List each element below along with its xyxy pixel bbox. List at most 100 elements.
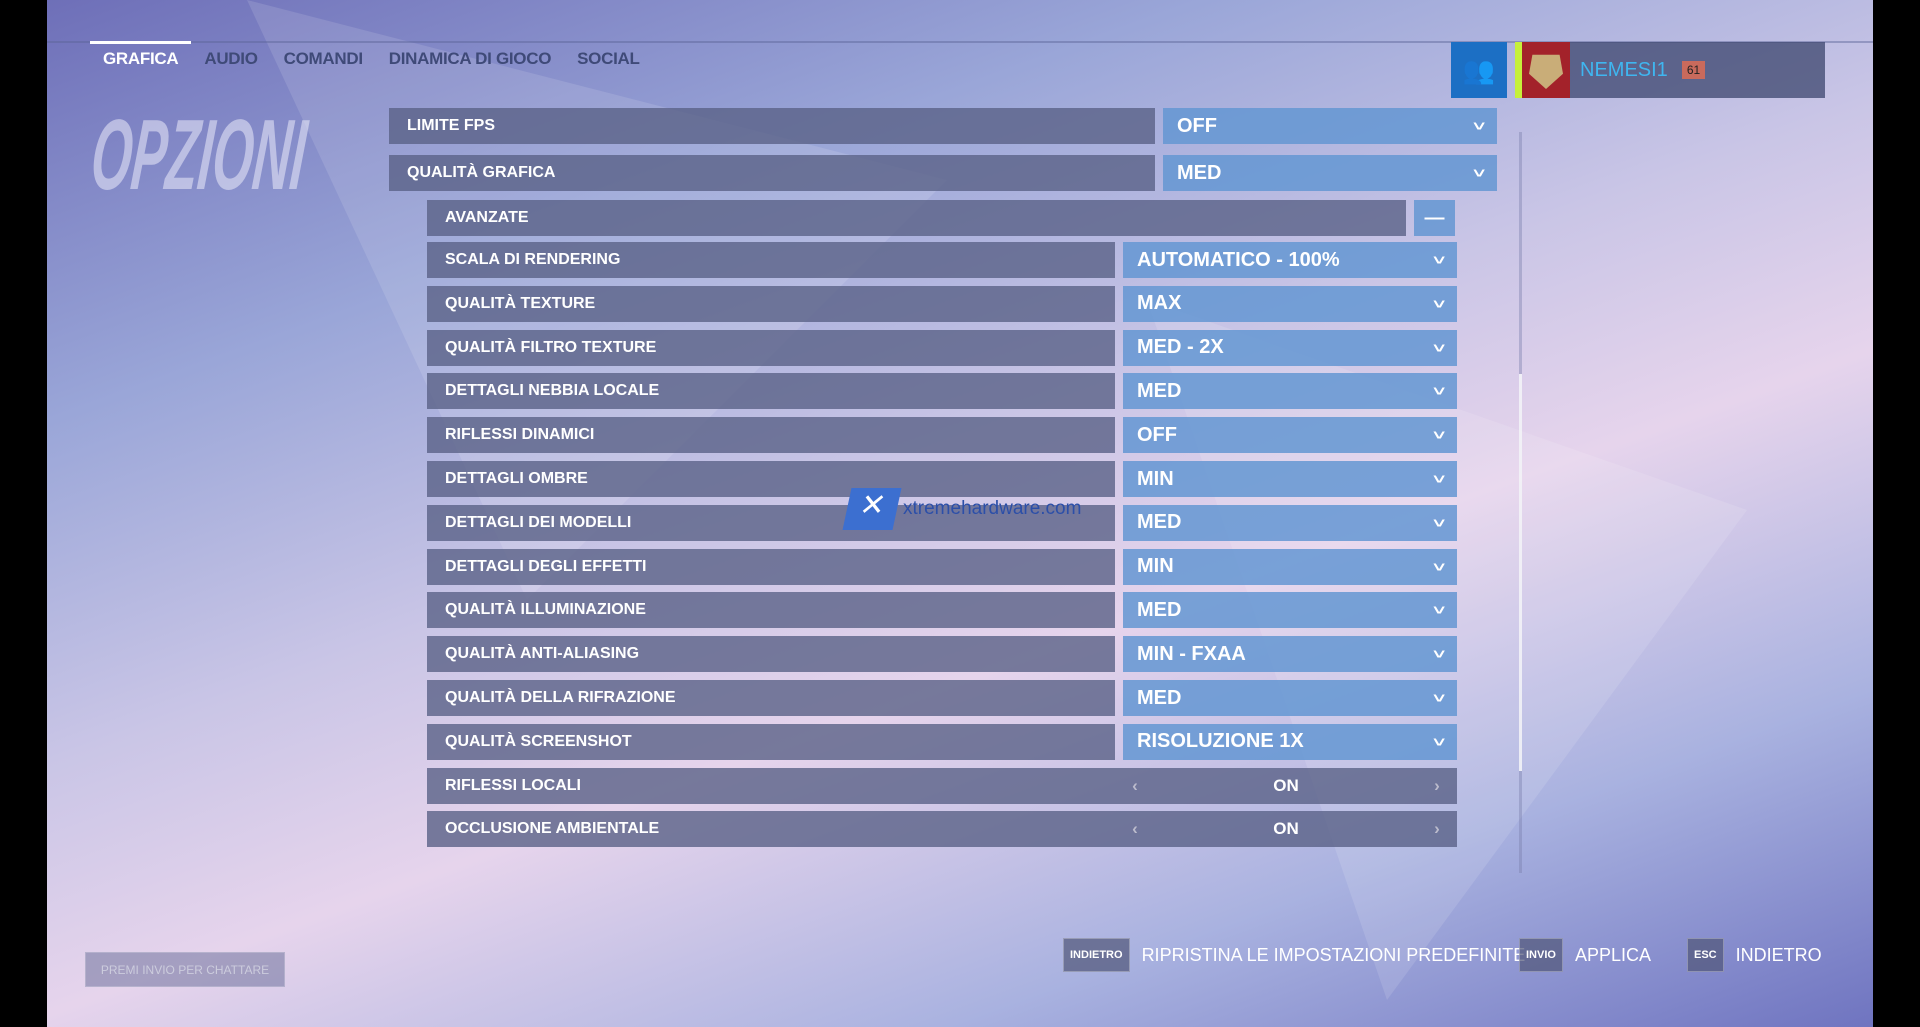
setting-label-box: DETTAGLI DEI MODELLI	[427, 504, 1115, 541]
tab-social[interactable]: SOCIAL	[577, 49, 640, 68]
advanced-header: AVANZATE —	[427, 200, 1455, 236]
setting-label: QUALITÀ ANTI-ALIASING	[445, 645, 640, 663]
setting-row: DETTAGLI DEGLI EFFETTI MIN ˅	[427, 548, 1457, 585]
setting-label: QUALITÀ SCREENSHOT	[445, 732, 632, 750]
apply-button[interactable]: INVIO APPLICA	[1519, 938, 1651, 972]
chevron-right-icon[interactable]: ›	[1434, 819, 1440, 839]
toggle-row: OCCLUSIONE AMBIENTALE ‹ ON ›	[427, 811, 1457, 848]
dropdown-value: OFF	[1177, 114, 1217, 137]
options-screen: GRAFICA AUDIO COMANDI DINAMICA DI GIOCO SOCI…	[47, 0, 1873, 1027]
watermark: ✕ xtremehardware.com	[842, 488, 1081, 530]
tab-bar: GRAFICA AUDIO COMANDI DINAMICA DI GIOCO SOCI…	[90, 41, 653, 77]
minus-icon: —	[1424, 206, 1445, 229]
setting-dropdown[interactable]: AUTOMATICO - 100% ˅	[1123, 242, 1457, 278]
setting-row: DETTAGLI OMBRE MIN ˅	[427, 461, 1457, 497]
tab-grafica[interactable]: GRAFICA	[90, 41, 192, 77]
setting-label: QUALITÀ DELLA RIFRAZIONE	[445, 689, 676, 706]
status-indicator	[1515, 42, 1522, 98]
chevron-left-icon[interactable]: ‹	[1132, 819, 1138, 839]
level-badge: 61	[1681, 61, 1706, 79]
setting-row: QUALITÀ ANTI-ALIASING MIN - FXAA ˅	[427, 636, 1457, 673]
scrollbar-thumb[interactable]	[1519, 374, 1522, 771]
chevron-down-icon: ˅	[1432, 471, 1446, 487]
dropdown-value: MIN	[1137, 467, 1174, 490]
profile-panel[interactable]: NEMESI1 61	[1515, 42, 1825, 98]
setting-dropdown[interactable]: OFF ˅	[1163, 108, 1497, 144]
dropdown-value: RISOLUZIONE 1X	[1137, 730, 1304, 753]
key-hint: ESC	[1687, 938, 1724, 972]
social-button[interactable]: 👥	[1451, 42, 1507, 98]
setting-dropdown[interactable]: MIN ˅	[1123, 548, 1457, 585]
chevron-down-icon: ˅	[1432, 252, 1446, 268]
dropdown-value: OFF	[1137, 423, 1177, 446]
chevron-down-icon: ˅	[1432, 733, 1446, 750]
setting-dropdown[interactable]: MED ˅	[1123, 592, 1457, 629]
dropdown-value: MED	[1137, 511, 1182, 534]
setting-dropdown[interactable]: MED ˅	[1123, 373, 1457, 410]
setting-dropdown[interactable]: MED ˅	[1123, 680, 1457, 716]
setting-label: DETTAGLI OMBRE	[445, 470, 588, 487]
setting-label-box: QUALITÀ GRAFICA	[389, 155, 1155, 191]
setting-row: QUALITÀ ILLUMINAZIONE MED ˅	[427, 592, 1457, 629]
tab-dinamica-di-gioco[interactable]: DINAMICA DI GIOCO	[388, 49, 552, 68]
chat-button[interactable]: PREMI INVIO PER CHATTARE	[85, 952, 285, 987]
key-hint: INVIO	[1519, 938, 1563, 972]
chevron-down-icon: ˅	[1432, 339, 1446, 356]
setting-label: QUALITÀ FILTRO TEXTURE	[445, 338, 657, 356]
group-add-icon: 👥	[1462, 54, 1496, 85]
setting-dropdown[interactable]: MED ˅	[1163, 155, 1497, 191]
setting-row: QUALITÀ DELLA RIFRAZIONE MED ˅	[427, 680, 1457, 716]
dropdown-value: MIN - FXAA	[1137, 642, 1246, 665]
tab-comandi[interactable]: COMANDI	[283, 49, 363, 68]
setting-row: DETTAGLI DEI MODELLI MED ˅	[427, 504, 1457, 541]
advanced-label-box: AVANZATE	[427, 200, 1406, 236]
setting-label-box: QUALITÀ DELLA RIFRAZIONE	[427, 680, 1115, 716]
setting-label: RIFLESSI DINAMICI	[445, 426, 595, 444]
chevron-down-icon: ˅	[1432, 514, 1446, 531]
setting-label: RIFLESSI LOCALI	[445, 776, 581, 794]
chevron-right-icon[interactable]: ›	[1434, 775, 1440, 795]
chevron-down-icon: ˅	[1432, 427, 1446, 444]
chevron-down-icon: ˅	[1432, 646, 1446, 663]
setting-label: DETTAGLI DEGLI EFFETTI	[445, 557, 647, 575]
setting-dropdown[interactable]: MIN - FXAA ˅	[1123, 636, 1457, 673]
setting-dropdown[interactable]: MAX ˅	[1123, 285, 1457, 322]
chevron-down-icon: ˅	[1432, 558, 1446, 575]
dropdown-value: MED	[1137, 379, 1182, 402]
setting-row: DETTAGLI NEBBIA LOCALE MED ˅	[427, 373, 1457, 410]
setting-label: DETTAGLI NEBBIA LOCALE	[445, 382, 660, 400]
reset-defaults-button[interactable]: INDIETRO RIPRISTINA LE IMPOSTAZIONI PREDE…	[1063, 938, 1525, 972]
setting-label-box: DETTAGLI NEBBIA LOCALE	[427, 373, 1115, 410]
back-button[interactable]: ESC INDIETRO	[1687, 938, 1822, 972]
chevron-down-icon: ˅	[1472, 118, 1486, 134]
setting-label: QUALITÀ GRAFICA	[407, 164, 556, 181]
setting-label: QUALITÀ ILLUMINAZIONE	[445, 601, 646, 619]
setting-label-box: RIFLESSI LOCALI	[427, 777, 1115, 795]
chevron-left-icon[interactable]: ‹	[1132, 775, 1138, 795]
setting-dropdown[interactable]: MIN ˅	[1123, 461, 1457, 497]
setting-row: LIMITE FPS OFF ˅	[389, 108, 1497, 144]
setting-label-box: DETTAGLI OMBRE	[427, 461, 1115, 497]
setting-row: QUALITÀ GRAFICA MED ˅	[389, 155, 1497, 191]
chevron-down-icon: ˅	[1432, 690, 1446, 706]
dropdown-value: MAX	[1137, 292, 1182, 315]
setting-row: QUALITÀ FILTRO TEXTURE MED - 2X ˅	[427, 329, 1457, 366]
scrollbar[interactable]	[1519, 132, 1522, 873]
page-title: OPZIONI	[86, 99, 311, 211]
setting-label-box: RIFLESSI DINAMICI	[427, 417, 1115, 454]
setting-label-box: OCCLUSIONE AMBIENTALE	[427, 820, 1115, 838]
advanced-label: AVANZATE	[445, 209, 529, 226]
setting-label: SCALA DI RENDERING	[445, 251, 621, 268]
setting-dropdown[interactable]: MED ˅	[1123, 504, 1457, 541]
setting-label-box: SCALA DI RENDERING	[427, 242, 1115, 278]
chevron-down-icon: ˅	[1432, 295, 1446, 312]
setting-dropdown[interactable]: RISOLUZIONE 1X ˅	[1123, 723, 1457, 760]
collapse-button[interactable]: —	[1414, 200, 1455, 236]
toggle-row: RIFLESSI LOCALI ‹ ON ›	[427, 767, 1457, 804]
setting-row: QUALITÀ SCREENSHOT RISOLUZIONE 1X ˅	[427, 723, 1457, 760]
watermark-logo-icon: ✕	[842, 488, 902, 530]
tab-audio[interactable]: AUDIO	[204, 49, 258, 68]
setting-dropdown[interactable]: OFF ˅	[1123, 417, 1457, 454]
setting-dropdown[interactable]: MED - 2X ˅	[1123, 329, 1457, 366]
setting-row: RIFLESSI DINAMICI OFF ˅	[427, 417, 1457, 454]
